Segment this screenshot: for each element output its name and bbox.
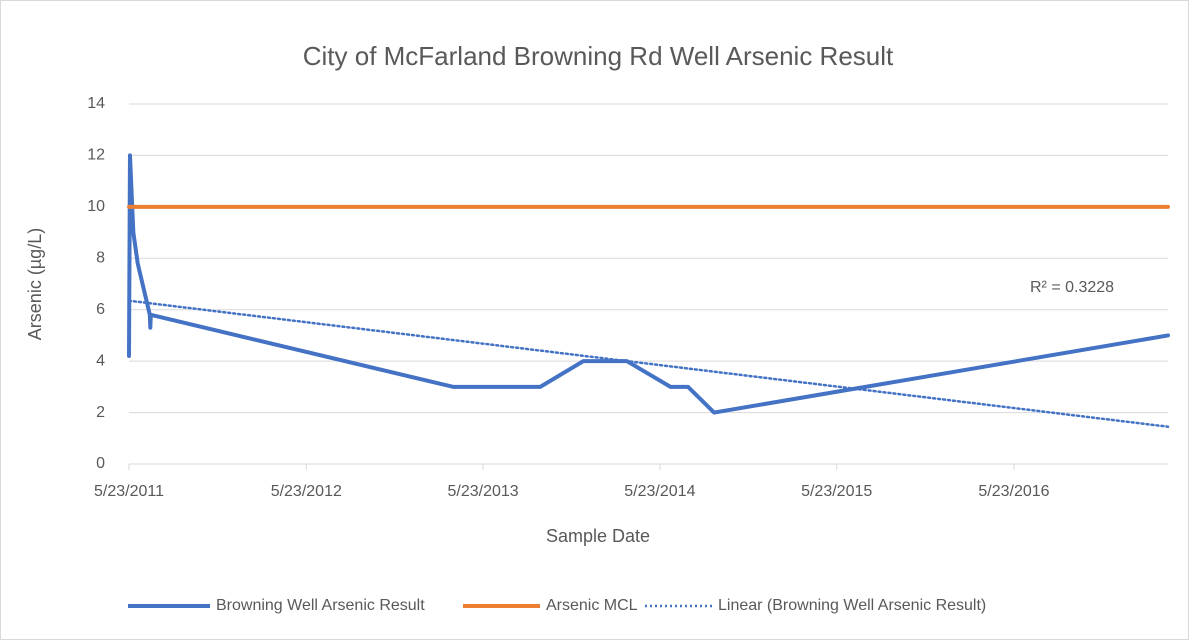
x-tick-label: 5/23/2011 [94, 483, 164, 500]
y-tick-label: 2 [96, 404, 105, 421]
y-tick-label: 8 [96, 250, 105, 267]
y-tick-label: 0 [96, 455, 105, 472]
x-tick-label: 5/23/2016 [978, 483, 1049, 500]
legend-label: Linear (Browning Well Arsenic Result) [718, 597, 986, 614]
y-tick-label: 12 [87, 147, 105, 164]
x-tick-label: 5/23/2012 [271, 483, 342, 500]
x-axis-title: Sample Date [546, 526, 650, 546]
trend-line [127, 299, 1170, 428]
annotation: R² = 0.3228 [1030, 279, 1114, 296]
legend-label: Arsenic MCL [546, 597, 638, 614]
x-tick-label: 5/23/2013 [447, 483, 518, 500]
y-tick-label: 6 [96, 301, 105, 318]
x-tick-label: 5/23/2014 [624, 483, 695, 500]
series-line [127, 153, 1170, 415]
y-tick-label: 4 [96, 352, 105, 369]
y-tick-label: 10 [87, 198, 105, 215]
y-axis-title: Arsenic (µg/L) [25, 228, 45, 340]
y-tick-label: 14 [87, 95, 105, 112]
x-tick-label: 5/23/2015 [801, 483, 872, 500]
legend-label: Browning Well Arsenic Result [216, 597, 425, 614]
chart-title: City of McFarland Browning Rd Well Arsen… [303, 41, 894, 71]
